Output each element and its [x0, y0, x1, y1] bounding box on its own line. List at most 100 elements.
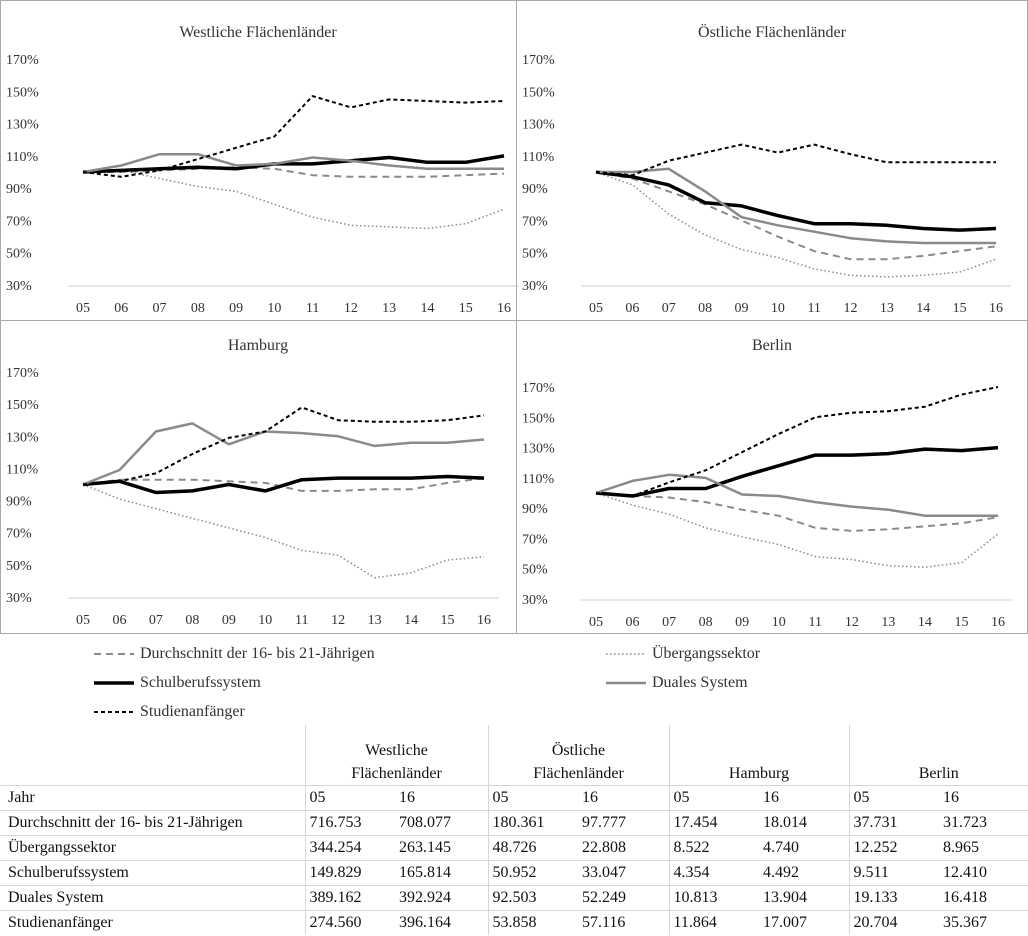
x-tick-label: 08: [191, 301, 205, 316]
y-tick-label: 110%: [6, 150, 38, 165]
table-cell: 05: [668, 785, 759, 811]
legend-schulberufssystem-label: Schulberufssystem: [140, 674, 261, 691]
table-row-label: Schulberufssystem: [0, 860, 305, 886]
y-tick-label: 170%: [522, 53, 555, 68]
x-tick-label: 16: [477, 613, 491, 628]
y-tick-label: 70%: [522, 214, 548, 229]
table-cell: 344.254: [304, 835, 395, 861]
table-header-region: Westliche Flächenländer: [304, 725, 488, 786]
chart-title: Berlin: [752, 337, 792, 354]
table-cell: 16.418: [939, 885, 1028, 911]
x-tick-label: 16: [989, 301, 1003, 316]
table-cell: 165.814: [395, 860, 488, 886]
table-cell: 16: [759, 785, 849, 811]
table-header-region: Östliche Flächenländer: [487, 725, 669, 786]
x-tick-label: 14: [918, 615, 932, 630]
table-row: Schulberufssystem 149.829 165.814 50.952 33.…: [0, 860, 1028, 886]
x-tick-label: 16: [991, 615, 1005, 630]
charts-frame: [0, 0, 1028, 634]
table-row-label: Jahr: [0, 785, 305, 811]
x-tick-label: 15: [953, 301, 967, 316]
table-cell: 396.164: [395, 910, 488, 935]
table-cell: 274.560: [304, 910, 395, 935]
table-cell: 35.367: [939, 910, 1028, 935]
x-tick-label: 10: [267, 301, 281, 316]
legend-durchschnitt: Durchschnitt der 16- bis 21-Jährigen: [92, 645, 375, 663]
series-line-stud: [82, 95, 505, 178]
y-tick-label: 130%: [522, 118, 555, 133]
y-tick-label: 130%: [6, 430, 39, 445]
x-tick-label: 11: [306, 301, 319, 316]
series-line-ueb: [595, 171, 997, 278]
legend-schulberufssystem: Schulberufssystem: [92, 674, 261, 692]
series-line-schul: [595, 170, 997, 232]
x-tick-label: 09: [734, 301, 748, 316]
table-cell: 92.503: [487, 885, 578, 911]
table-cell: 4.740: [759, 835, 849, 861]
x-tick-label: 05: [589, 301, 603, 316]
table-cell: 10.813: [668, 885, 759, 911]
series-line-stud: [595, 386, 999, 497]
x-tick-label: 12: [844, 301, 858, 316]
series-line-durch: [595, 492, 999, 532]
series-line-dual: [82, 152, 504, 174]
chart-panel: Westliche Flächenländer 30% 50% 70% 90% 110% 1…: [6, 24, 519, 316]
x-tick-label: 15: [459, 301, 473, 316]
table-row: Duales System 389.162 392.924 92.503 52.249 1…: [0, 885, 1028, 911]
y-tick-label: 70%: [6, 527, 32, 542]
table-row: Übergangssektor 344.254 263.145 48.726 22.80…: [0, 835, 1028, 861]
table-cell: 53.858: [487, 910, 578, 935]
table-header-empty: [0, 725, 305, 786]
series-line-dual: [596, 167, 996, 245]
table-row: Durchschnitt der 16- bis 21-Jährigen 716.…: [0, 810, 1028, 836]
x-tick-label: 05: [589, 615, 603, 630]
series-line-stud: [595, 143, 996, 177]
y-tick-label: 170%: [6, 53, 39, 68]
series-line-schul: [82, 154, 505, 174]
series-line-ueb: [595, 492, 999, 568]
x-tick-label: 06: [114, 301, 128, 316]
table-cell: 16: [395, 785, 488, 811]
table-cell: 33.047: [578, 860, 669, 886]
y-tick-label: 150%: [6, 398, 39, 413]
x-tick-label: 09: [222, 613, 236, 628]
table-cell: 48.726: [487, 835, 578, 861]
table-cell: 05: [487, 785, 578, 811]
legend-durchschnitt-label: Durchschnitt der 16- bis 21-Jährigen: [140, 645, 375, 662]
table-cell: 12.252: [848, 835, 939, 861]
y-tick-label: 90%: [6, 495, 32, 510]
y-tick-label: 90%: [6, 182, 32, 197]
series-line-ueb: [82, 483, 485, 579]
x-tick-label: 08: [185, 613, 199, 628]
x-tick-label: 11: [809, 615, 822, 630]
series-line-dual: [595, 473, 998, 517]
table-cell: 17.007: [759, 910, 849, 935]
x-tick-label: 15: [954, 615, 968, 630]
chart-panel: Hamburg 30% 50% 70% 90% 110% 130% 150% 170% 05 06 0…: [6, 337, 499, 628]
table-cell: 16: [578, 785, 669, 811]
chart-title: Östliche Flächenländer: [698, 23, 847, 41]
x-tick-label: 11: [295, 613, 308, 628]
x-tick-label: 12: [344, 301, 358, 316]
x-tick-label: 07: [153, 301, 167, 316]
table-row: Studienanfänger 274.560 396.164 53.858 57.11…: [0, 910, 1028, 935]
y-tick-label: 50%: [6, 559, 32, 574]
y-tick-label: 30%: [522, 593, 548, 608]
legend-studienanfaenger: Studienanfänger: [92, 703, 245, 721]
table-cell: 50.952: [487, 860, 578, 886]
y-tick-label: 90%: [522, 502, 548, 517]
x-tick-label: 13: [880, 301, 894, 316]
y-tick-label: 150%: [522, 411, 555, 426]
x-tick-label: 11: [807, 301, 820, 316]
chart-title: Westliche Flächenländer: [179, 24, 337, 41]
y-tick-label: 50%: [6, 247, 32, 262]
legend-duales-system: Duales System: [604, 674, 748, 692]
x-tick-label: 12: [845, 615, 859, 630]
series-line-durch: [595, 171, 997, 261]
table-cell: 31.723: [939, 810, 1028, 836]
y-tick-label: 70%: [6, 214, 32, 229]
x-tick-label: 05: [76, 613, 90, 628]
series-line-schul: [82, 474, 485, 495]
y-tick-label: 30%: [6, 279, 32, 294]
y-tick-label: 150%: [6, 85, 39, 100]
